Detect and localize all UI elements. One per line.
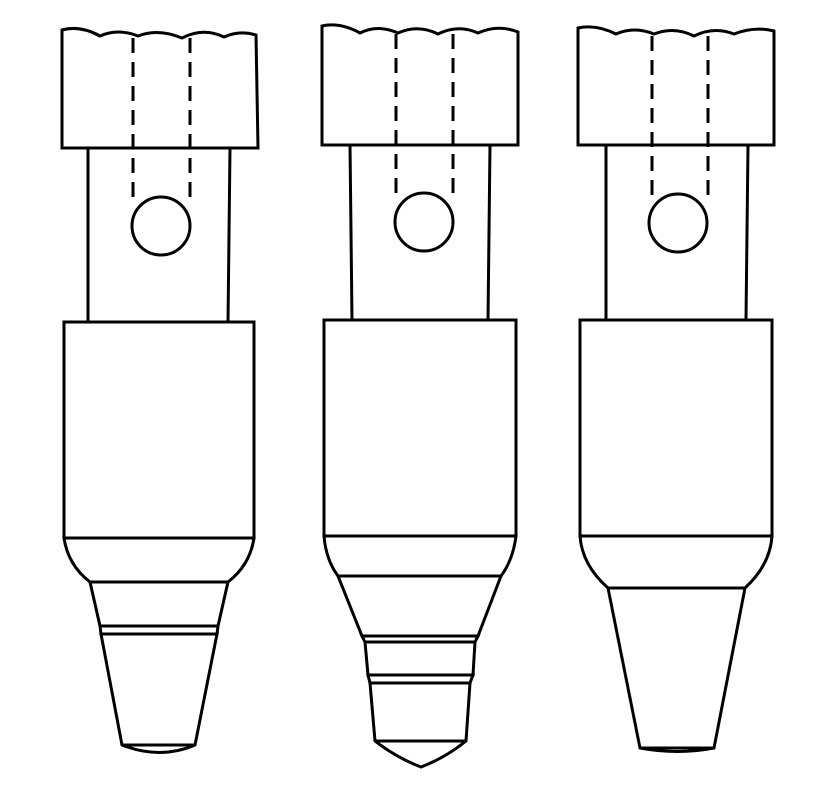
tool-3-pin-hole [647, 192, 709, 254]
tool-3-tip [606, 586, 747, 753]
tool-2-holder-block [320, 23, 520, 147]
tool-1-neck [88, 580, 230, 628]
tool-3-body [578, 318, 774, 538]
tool-3 [576, 25, 776, 753]
tool-1-pin-hole [130, 195, 192, 257]
tool-1 [60, 27, 260, 754]
tool-2-body [322, 318, 518, 538]
tool-1-tip [99, 632, 219, 754]
tool-1-body [62, 320, 256, 540]
tool-2-pin-hole [393, 191, 455, 253]
tool-2 [320, 23, 520, 769]
tool-2-chamfer [322, 534, 518, 578]
tool-1-holder-block [60, 27, 260, 150]
tool-3-holder-block [576, 25, 776, 147]
tool-1-chamfer [62, 536, 256, 584]
tool-2-tip [368, 681, 472, 769]
tool-2-neck [335, 574, 504, 638]
tool-2-middle-band [363, 640, 477, 677]
tool-3-chamfer [578, 534, 774, 590]
